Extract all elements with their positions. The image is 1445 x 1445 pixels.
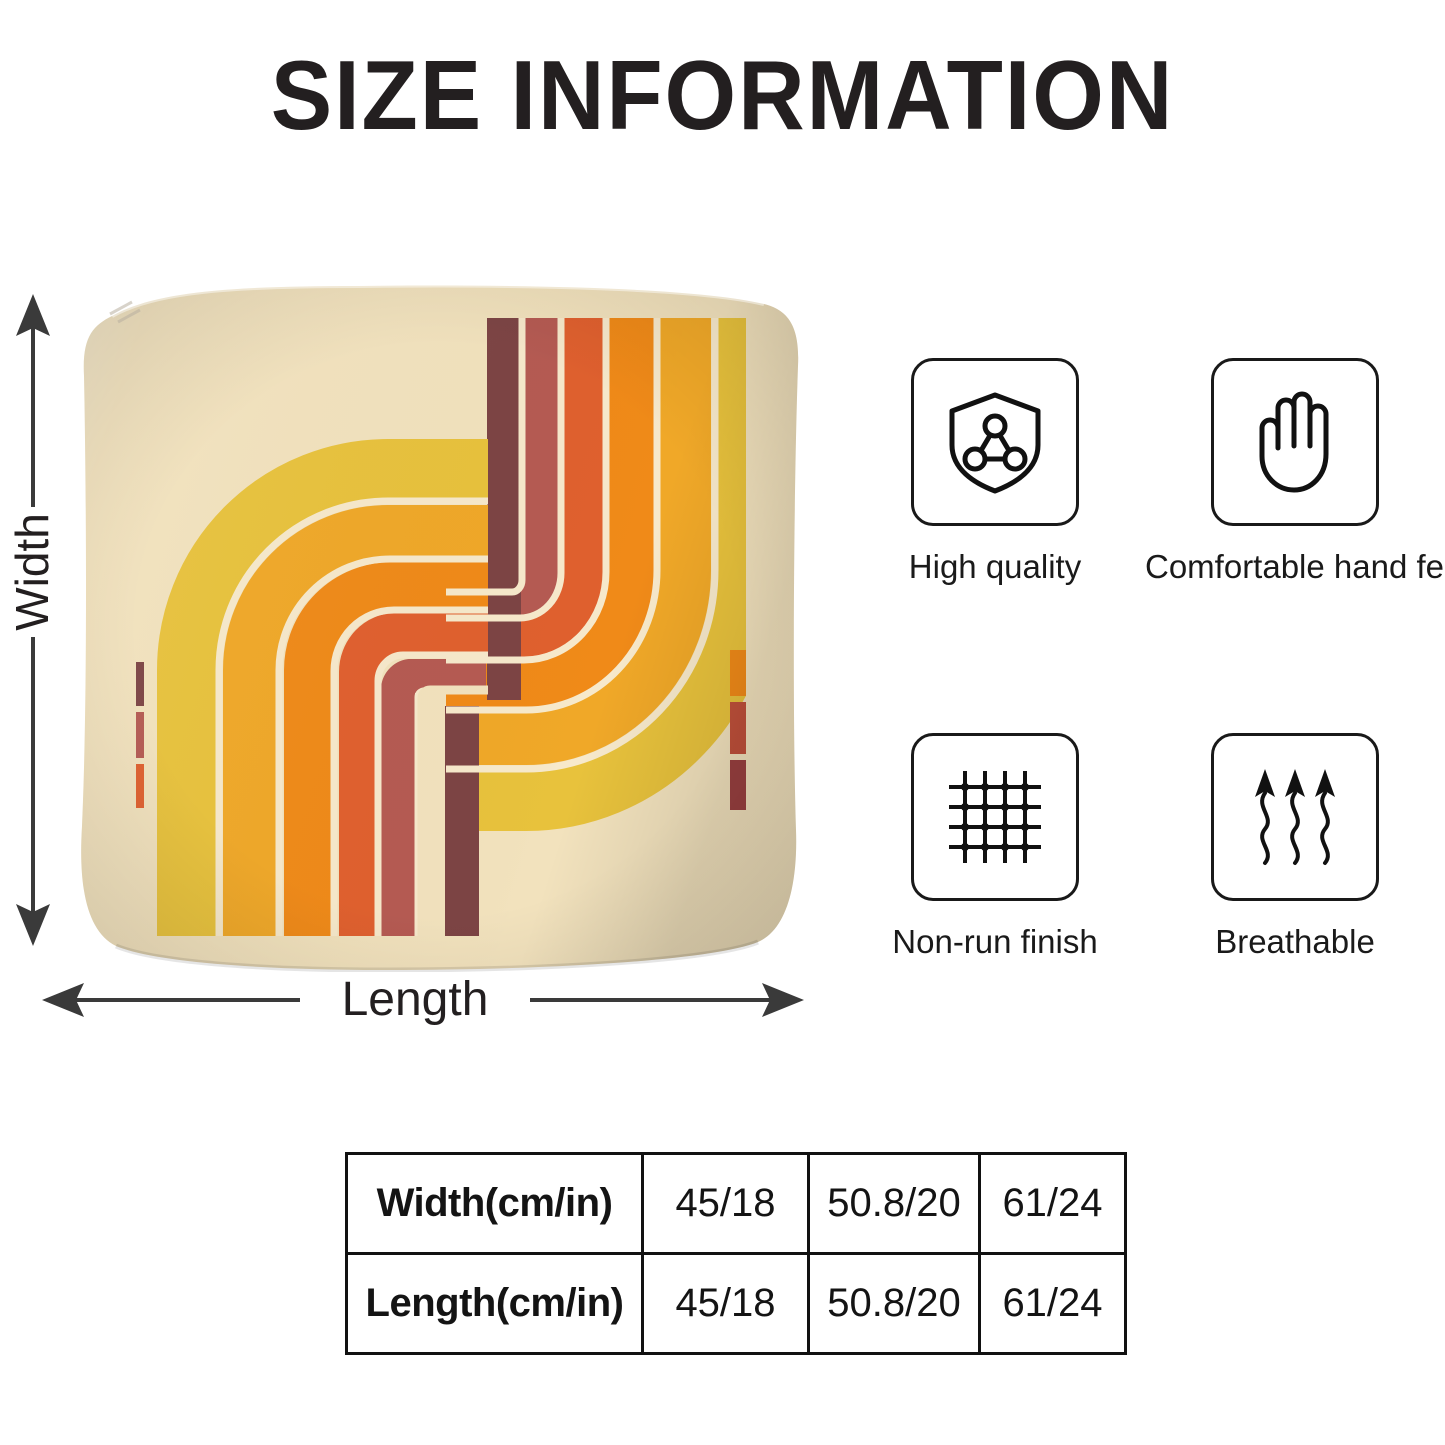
cell-length-size-1: 45/18 <box>641 1252 810 1355</box>
mesh-grid-icon <box>943 765 1047 869</box>
product-image-area: Width Length <box>0 250 830 1050</box>
length-dimension-label: Length <box>300 972 530 1027</box>
table-row: Length(cm/in) 45/18 50.8/20 61/24 <box>345 1252 1127 1355</box>
icon-frame <box>911 733 1079 901</box>
cell-width-size-1: 45/18 <box>641 1152 810 1255</box>
icon-frame <box>911 358 1079 526</box>
row-label-length: Length(cm/in) <box>345 1252 644 1355</box>
cell-length-size-3: 61/24 <box>978 1252 1127 1355</box>
feature-non-run-finish: Non-run finish <box>845 733 1145 961</box>
feature-label: High quality <box>908 548 1082 585</box>
feature-grid: High quality Comfortable hand feel <box>845 358 1445 998</box>
wavy-up-arrows-icon <box>1241 763 1349 871</box>
row-label-width: Width(cm/in) <box>345 1152 644 1255</box>
size-table: Width(cm/in) 45/18 50.8/20 61/24 Length(… <box>345 1152 1127 1355</box>
product-photo-pillow <box>58 270 818 990</box>
width-dimension-label: Width <box>5 507 59 637</box>
icon-frame <box>1211 733 1379 901</box>
feature-high-quality: High quality <box>845 358 1145 586</box>
cell-width-size-3: 61/24 <box>978 1152 1127 1255</box>
page-title: SIZE INFORMATION <box>270 40 1175 150</box>
feature-breathable: Breathable <box>1145 733 1445 961</box>
shield-molecule-icon <box>940 387 1050 497</box>
feature-label: Non-run finish <box>892 923 1098 960</box>
cell-width-size-2: 50.8/20 <box>807 1152 981 1255</box>
feature-label: Breathable <box>1215 923 1375 960</box>
table-row: Width(cm/in) 45/18 50.8/20 61/24 <box>345 1152 1127 1255</box>
open-hand-icon <box>1239 386 1351 498</box>
feature-comfortable-hand-feel: Comfortable hand feel <box>1145 358 1445 586</box>
feature-label: Comfortable hand feel <box>1145 548 1445 585</box>
cell-length-size-2: 50.8/20 <box>807 1252 981 1355</box>
icon-frame <box>1211 358 1379 526</box>
